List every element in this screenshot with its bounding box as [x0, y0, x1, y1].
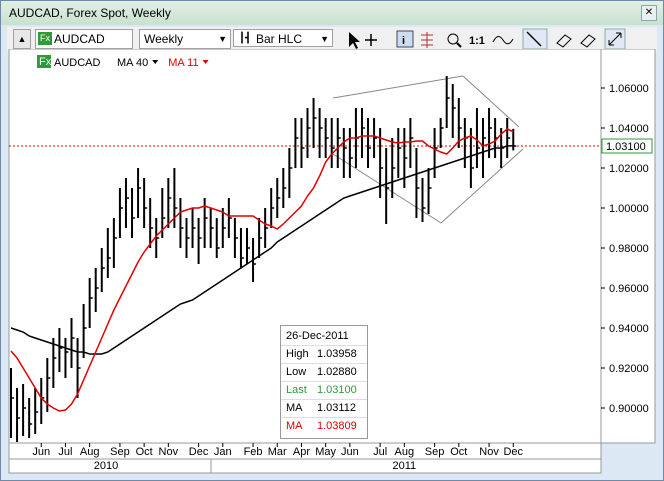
title-bar: AUDCAD, Forex Spot, Weekly ✕ — [1, 1, 663, 25]
last-price-label: 1.03100 — [606, 141, 646, 153]
x-tick-label: Jul — [373, 446, 387, 458]
y-tick-label: 1.02000 — [609, 163, 649, 175]
y-tick-label: 1.06000 — [609, 83, 649, 95]
study-tool[interactable] — [492, 36, 514, 45]
x-tick-label: Jun — [32, 446, 50, 458]
x-tick-label: Apr — [293, 446, 310, 458]
x-tick-label: Feb — [244, 446, 263, 458]
x-tick-label: Jan — [214, 446, 232, 458]
y-tick-label: 0.96000 — [609, 283, 649, 295]
symbol-text: AUDCAD — [54, 32, 105, 46]
x-tick-label: Dec — [503, 446, 523, 458]
legend-entry: MA 11 — [168, 57, 198, 69]
y-tick-label: 1.04000 — [609, 123, 649, 135]
x-tick-label: Jun — [341, 446, 359, 458]
info-sep — [281, 345, 367, 346]
y-tick-label: 0.92000 — [609, 363, 649, 375]
ma-line — [10, 128, 514, 412]
period-text: Weekly — [144, 32, 184, 46]
symbol-input[interactable]: Fx AUDCAD — [35, 29, 133, 49]
x-tick-label: Sep — [425, 446, 445, 458]
y-tick-label: 1.00000 — [609, 203, 649, 215]
x-tick-label: Oct — [450, 446, 467, 458]
x-tick-label: Mar — [268, 446, 287, 458]
info-label: Last — [286, 384, 307, 396]
tool-icons: i 1:1 — [349, 28, 626, 50]
y-tick-label: 0.90000 — [609, 403, 649, 415]
legend-dropdown — [202, 60, 209, 64]
info-sep — [281, 417, 367, 418]
legend-entry: MA 40 — [117, 57, 148, 69]
y-tick-label: 0.98000 — [609, 243, 649, 255]
info-date: 26-Dec-2011 — [286, 330, 349, 342]
info-value: 1.02880 — [317, 366, 357, 378]
close-button[interactable]: ✕ — [641, 5, 657, 21]
x-tick-label: Dec — [189, 446, 209, 458]
zoom-label[interactable]: 1:1 — [469, 35, 485, 47]
info-tool[interactable] — [396, 30, 414, 48]
legend-dropdown — [152, 60, 159, 64]
period-dropdown[interactable]: Weekly ▼ — [139, 29, 231, 49]
info-value: 1.03100 — [317, 384, 357, 396]
info-label: Low — [286, 366, 307, 378]
fx-badge — [37, 55, 51, 68]
info-sep — [281, 399, 367, 400]
fx-icon: Fx — [38, 32, 52, 45]
fx-badge-text: Fx — [39, 56, 52, 68]
grid-tool[interactable] — [421, 32, 433, 48]
info-label: High — [286, 348, 309, 360]
info-sep — [281, 363, 367, 364]
legend: Fx AUDCAD MA 40 MA 11 — [37, 55, 209, 69]
info-value: 1.03809 — [317, 420, 357, 432]
up-button[interactable]: ▲ — [13, 29, 31, 49]
style-text: Bar HLC — [256, 32, 303, 46]
zoom-tool[interactable] — [447, 33, 459, 45]
svg-text:i: i — [402, 35, 405, 47]
crosshair-tool[interactable] — [365, 34, 377, 46]
format-tool[interactable] — [580, 34, 596, 48]
eraser-tool[interactable] — [556, 34, 572, 48]
legend-symbol: AUDCAD — [54, 57, 101, 69]
info-value: 1.03958 — [317, 348, 357, 360]
x-tick-label: Nov — [479, 446, 499, 458]
info-sep — [281, 381, 367, 382]
year-label: 2011 — [393, 460, 417, 472]
x-tick-label: Oct — [136, 446, 153, 458]
info-label: MA — [286, 402, 303, 414]
last-price-box — [601, 138, 653, 154]
window-title: AUDCAD, Forex Spot, Weekly — [9, 6, 171, 20]
pointer-tool[interactable] — [349, 32, 360, 49]
x-tick-label: Nov — [159, 446, 179, 458]
x-tick-label: Aug — [395, 446, 415, 458]
y-tick-label: 0.94000 — [609, 323, 649, 335]
x-axis-area — [8, 442, 602, 474]
info-box: 26-Dec-2011 High 1.03958 Low 1.02880 Last 1.0… — [280, 325, 368, 439]
info-value: 1.03112 — [317, 402, 356, 414]
style-dropdown[interactable]: ┃┫ Bar HLC ▼ — [233, 29, 333, 47]
year-label: 2010 — [94, 460, 118, 472]
x-tick-label: May — [315, 446, 336, 458]
info-label: MA — [286, 420, 303, 432]
x-tick-label: Aug — [80, 446, 100, 458]
y-axis-area — [600, 49, 656, 444]
x-tick-label: Sep — [110, 446, 130, 458]
x-tick-label: Jul — [58, 446, 72, 458]
